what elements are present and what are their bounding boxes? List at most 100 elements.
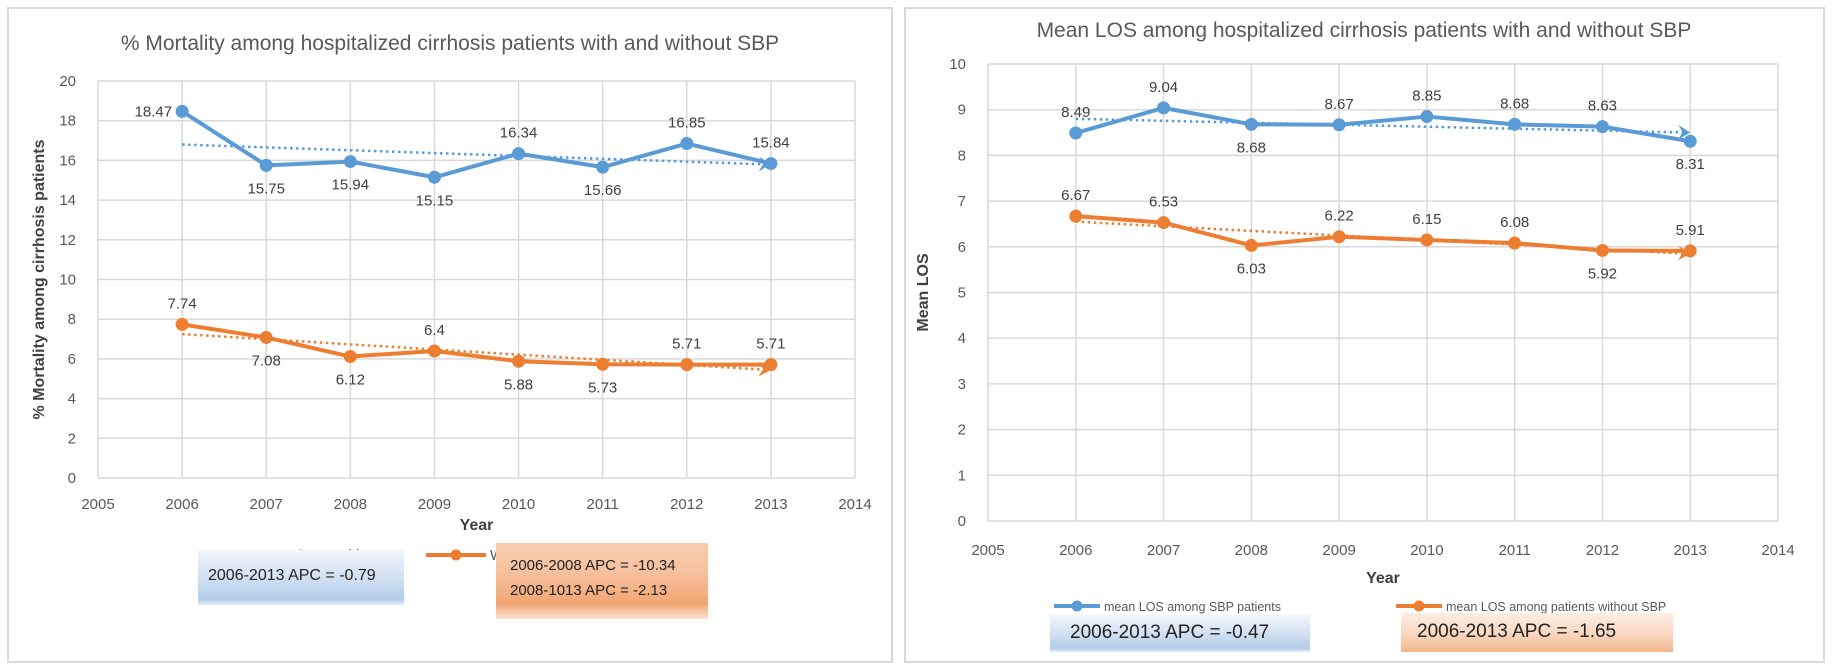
data-point-without-sbp	[1244, 238, 1258, 252]
data-label-without-sbp: 6.08	[1500, 214, 1529, 231]
y-tick-label: 8	[958, 147, 966, 164]
chart-title: % Mortality among hospitalized cirrhosis…	[121, 32, 779, 55]
y-tick-label: 16	[59, 152, 76, 169]
data-label-with-sbp: 16.34	[500, 125, 538, 142]
apc-box-with-sbp: 2006-2013 APC = -0.79	[198, 550, 404, 605]
data-point-with-sbp	[1332, 118, 1346, 132]
data-point-without-sbp	[1595, 243, 1609, 257]
x-tick-label: 2005	[971, 542, 1004, 559]
data-point-with-sbp	[1157, 101, 1171, 115]
data-label-without-sbp: 5.71	[756, 336, 785, 353]
data-point-with-sbp	[1683, 134, 1697, 148]
data-point-without-sbp	[1508, 236, 1522, 250]
data-label-with-sbp: 8.31	[1676, 156, 1705, 173]
x-tick-label: 2012	[670, 496, 703, 513]
data-point-without-sbp	[175, 317, 189, 331]
los-chart-panel: Mean LOS among hospitalized cirrhosis pa…	[904, 7, 1825, 663]
y-tick-label: 0	[68, 470, 76, 487]
data-point-with-sbp	[343, 155, 357, 169]
data-label-without-sbp: 6.15	[1412, 211, 1441, 228]
series-line-without-sbp	[181, 322, 771, 367]
legend-marker-without-sbp	[450, 549, 462, 561]
data-point-without-sbp	[596, 357, 610, 371]
data-label-without-sbp: 5.91	[1676, 222, 1705, 239]
apc-box-without-sbp: 2006-2008 APC = -10.34 2008-1013 APC = -…	[496, 543, 708, 619]
x-axis-title: Year	[460, 517, 494, 534]
y-tick-label: 8	[68, 311, 76, 328]
data-label-without-sbp: 7.08	[252, 352, 281, 369]
y-tick-label: 10	[949, 56, 966, 73]
x-tick-label: 2008	[334, 496, 367, 513]
x-tick-label: 2007	[250, 496, 283, 513]
data-label-without-sbp: 6.12	[336, 372, 365, 389]
data-label-with-sbp: 15.15	[416, 192, 454, 209]
data-label-without-sbp: 7.74	[168, 295, 197, 312]
x-tick-label: 2007	[1147, 542, 1180, 559]
data-point-with-sbp	[427, 170, 441, 184]
data-label-without-sbp: 6.67	[1061, 187, 1090, 204]
data-label-with-sbp: 18.47	[135, 103, 173, 120]
data-label-without-sbp: 5.73	[588, 379, 617, 396]
data-point-with-sbp	[764, 157, 778, 171]
legend-marker-with-sbp	[1071, 600, 1083, 612]
x-axis-title: Year	[1366, 570, 1400, 587]
y-tick-label: 2	[958, 422, 966, 439]
data-point-with-sbp	[1069, 126, 1083, 140]
apc-text: 2006-2013 APC = -0.47	[1070, 622, 1270, 643]
los-chart: Mean LOS among hospitalized cirrhosis pa…	[915, 19, 1795, 614]
data-label-without-sbp: 5.71	[672, 336, 701, 353]
legend-label-without-sbp: mean LOS among patients without SBP	[1446, 600, 1666, 614]
data-label-with-sbp: 9.04	[1149, 79, 1178, 96]
y-tick-label: 6	[68, 351, 76, 368]
data-label-with-sbp: 15.66	[584, 182, 622, 199]
apc-text: 2006-2013 APC = -1.65	[1417, 621, 1617, 642]
series-line-without-sbp	[1075, 214, 1691, 253]
x-tick-label: 2008	[1235, 542, 1268, 559]
y-tick-label: 18	[59, 113, 76, 130]
legend-label-with-sbp: mean LOS among SBP patients	[1104, 600, 1281, 614]
trendline-arrow-with-sbp	[1678, 124, 1691, 140]
data-label-with-sbp: 8.68	[1500, 95, 1529, 112]
y-tick-label: 1	[958, 467, 966, 484]
apc-text: 2006-2008 APC = -10.34	[510, 557, 676, 574]
data-point-without-sbp	[1420, 233, 1434, 247]
y-tick-label: 7	[958, 193, 966, 210]
data-label-with-sbp: 8.67	[1325, 96, 1354, 113]
apc-text: 2006-2013 APC = -0.79	[208, 567, 376, 584]
data-label-without-sbp: 6.4	[424, 322, 445, 339]
data-label-without-sbp: 5.92	[1588, 265, 1617, 282]
data-label-with-sbp: 15.75	[247, 180, 285, 197]
y-tick-label: 14	[59, 192, 76, 209]
series-line-with-sbp	[181, 109, 772, 180]
data-label-with-sbp: 8.68	[1237, 139, 1266, 156]
data-label-without-sbp: 5.88	[504, 376, 533, 393]
mortality-chart: % Mortality among hospitalized cirrhosis…	[31, 32, 872, 564]
series-line-with-sbp	[1075, 105, 1691, 144]
x-tick-label: 2006	[1059, 542, 1092, 559]
data-label-with-sbp: 8.85	[1412, 88, 1441, 105]
y-tick-label: 2	[68, 430, 76, 447]
y-tick-label: 9	[958, 102, 966, 119]
data-point-without-sbp	[1683, 244, 1697, 258]
y-tick-label: 20	[59, 73, 76, 90]
apc-box-with-sbp: 2006-2013 APC = -0.47	[1050, 615, 1310, 652]
y-tick-label: 10	[59, 272, 76, 289]
data-point-without-sbp	[259, 330, 273, 344]
data-point-without-sbp	[1069, 209, 1083, 223]
data-label-with-sbp: 16.85	[668, 115, 706, 132]
data-point-without-sbp	[427, 344, 441, 358]
data-point-with-sbp	[680, 137, 694, 151]
y-tick-label: 12	[59, 232, 76, 249]
mortality-chart-panel: % Mortality among hospitalized cirrhosis…	[7, 7, 893, 663]
data-point-without-sbp	[1332, 230, 1346, 244]
data-point-with-sbp	[596, 160, 610, 174]
data-point-with-sbp	[259, 158, 273, 172]
data-point-with-sbp	[1420, 110, 1434, 124]
x-tick-label: 2010	[502, 496, 535, 513]
x-tick-label: 2014	[1761, 542, 1794, 559]
chart-title: Mean LOS among hospitalized cirrhosis pa…	[1037, 19, 1692, 42]
data-point-without-sbp	[1157, 216, 1171, 230]
data-label-with-sbp: 15.84	[752, 135, 790, 152]
data-label-with-sbp: 15.94	[332, 177, 370, 194]
data-label-with-sbp: 8.63	[1588, 98, 1617, 115]
